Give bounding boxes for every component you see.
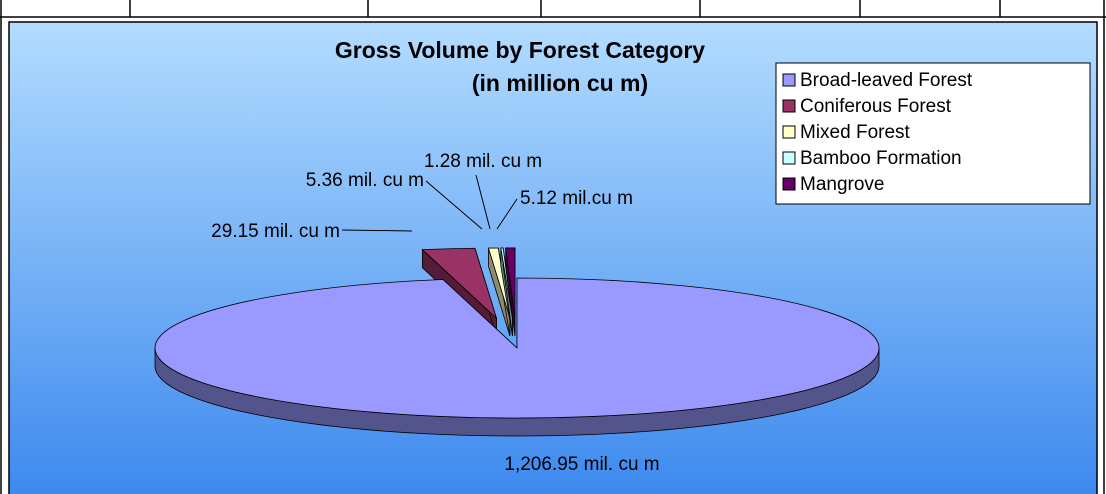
pie-slice xyxy=(505,247,516,336)
legend-label: Coniferous Forest xyxy=(800,96,952,117)
slice-face xyxy=(505,247,516,318)
slice-face xyxy=(421,247,498,320)
data-label: 5.12 mil.cu m xyxy=(520,188,633,209)
leader-line xyxy=(496,198,518,230)
data-label: 1.28 mil. cu m xyxy=(424,151,542,172)
data-label: 1,206.95 mil. cu m xyxy=(504,454,660,475)
slice-face xyxy=(154,277,880,419)
leader-line xyxy=(425,180,483,230)
legend-box xyxy=(775,62,1091,205)
legend-swatch xyxy=(782,177,796,191)
leader-line xyxy=(475,174,491,230)
chart-title: Gross Volume by Forest Category xyxy=(335,37,705,63)
legend-swatch xyxy=(782,151,796,165)
pie-slice xyxy=(154,277,880,437)
leader-line xyxy=(341,229,413,232)
legend-swatch xyxy=(782,99,796,113)
chart-subtitle: (in million cu m) xyxy=(472,70,648,96)
pie-slice xyxy=(500,247,513,336)
legend-label: Bamboo Formation xyxy=(800,148,962,169)
data-label: 5.36 mil. cu m xyxy=(306,170,424,191)
legend-label: Mangrove xyxy=(800,174,885,195)
legend-swatch xyxy=(782,125,796,139)
data-label: 29.15 mil. cu m xyxy=(211,221,340,242)
slice-face xyxy=(500,247,513,318)
legend-label: Mixed Forest xyxy=(800,122,911,143)
legend-swatch xyxy=(782,73,796,87)
legend-label: Broad-leaved Forest xyxy=(800,70,973,91)
slice-face xyxy=(487,247,511,319)
